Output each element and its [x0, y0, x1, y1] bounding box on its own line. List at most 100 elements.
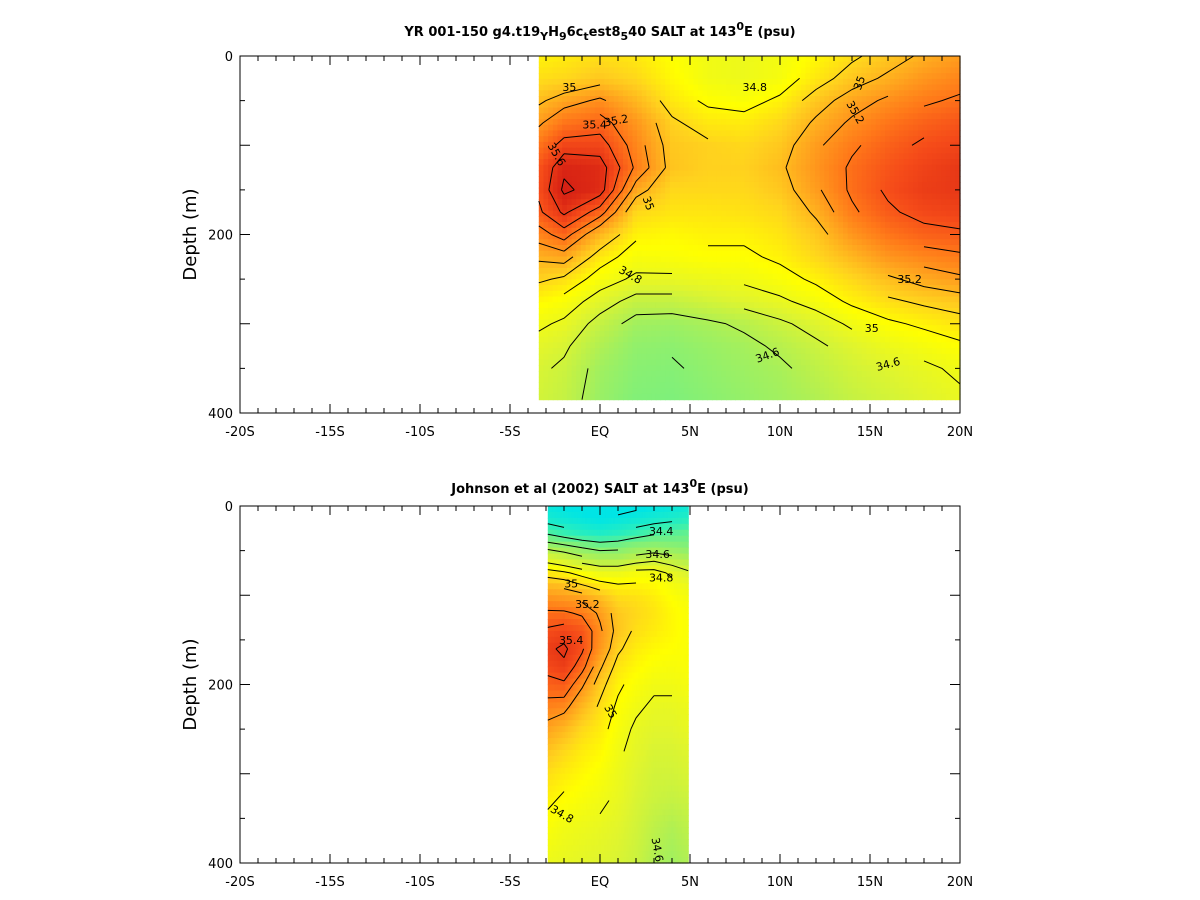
- heatmap-cell: [744, 273, 750, 280]
- heatmap-cell: [580, 239, 587, 246]
- heatmap-cell: [548, 222, 554, 229]
- heatmap-cell: [777, 348, 783, 355]
- heatmap-cell: [651, 176, 657, 183]
- heatmap-cell: [683, 56, 690, 63]
- heatmap-cell: [543, 267, 549, 275]
- heatmap-cell: [571, 233, 577, 240]
- heatmap-cell: [590, 290, 596, 298]
- heatmap-cell: [679, 325, 685, 332]
- heatmap-cell: [557, 348, 563, 355]
- heatmap-cell: [627, 348, 633, 355]
- heatmap-cell: [955, 296, 961, 303]
- heatmap-cell: [665, 267, 671, 275]
- heatmap-cell: [599, 239, 605, 246]
- heatmap-cell: [800, 244, 807, 252]
- heatmap-cell: [721, 319, 727, 326]
- heatmap-cell: [913, 313, 919, 321]
- heatmap-cell: [754, 239, 760, 246]
- heatmap-cell: [543, 67, 549, 74]
- heatmap-cell: [665, 359, 671, 366]
- heatmap-cell: [669, 262, 676, 269]
- heatmap-cell: [768, 187, 774, 195]
- heatmap-cell: [543, 250, 549, 258]
- heatmap-cell: [604, 159, 610, 166]
- heatmap-cell: [627, 141, 633, 149]
- heatmap-cell: [852, 365, 858, 372]
- heatmap-cell: [885, 307, 891, 315]
- heatmap-cell: [852, 199, 858, 206]
- heatmap-cell: [749, 273, 755, 280]
- heatmap-cell: [665, 233, 671, 240]
- heatmap-cell: [548, 279, 554, 286]
- heatmap-cell: [599, 267, 605, 275]
- heatmap-cell: [903, 273, 910, 280]
- heatmap-cell: [903, 285, 910, 292]
- heatmap-cell: [880, 119, 886, 126]
- heatmap-cell: [786, 279, 793, 286]
- heatmap-cell: [604, 90, 610, 97]
- heatmap-cell: [852, 296, 858, 303]
- heatmap-cell: [936, 239, 942, 246]
- heatmap-cell: [824, 130, 830, 137]
- heatmap-cell: [716, 222, 722, 229]
- heatmap-cell: [922, 67, 928, 74]
- heatmap-cell: [548, 107, 554, 114]
- heatmap-cell: [843, 216, 849, 223]
- heatmap-cell: [590, 73, 596, 80]
- heatmap-cell: [543, 159, 549, 166]
- heatmap-cell: [899, 113, 905, 120]
- heatmap-cell: [562, 78, 568, 86]
- heatmap-cell: [880, 113, 886, 120]
- heatmap-cell: [613, 73, 619, 80]
- heatmap-cell: [660, 239, 666, 246]
- heatmap-cell: [885, 176, 891, 183]
- heatmap-cell: [669, 204, 676, 212]
- heatmap-cell: [646, 365, 652, 372]
- heatmap-cell: [688, 348, 694, 355]
- heatmap-cell: [566, 336, 573, 343]
- heatmap-cell: [711, 124, 718, 132]
- heatmap-cell: [805, 222, 811, 229]
- heatmap-cell: [805, 119, 811, 126]
- heatmap-cell: [716, 313, 722, 321]
- heatmap-cell: [814, 296, 821, 303]
- heatmap-cell: [665, 302, 671, 309]
- heatmap-cell: [871, 136, 877, 143]
- heatmap-cell: [814, 365, 821, 372]
- heatmap-cell: [566, 113, 573, 120]
- heatmap-cell: [763, 187, 769, 195]
- heatmap-cell: [548, 285, 554, 292]
- heatmap-cell: [866, 170, 872, 177]
- heatmap-cell: [599, 141, 605, 149]
- heatmap-cell: [941, 296, 947, 303]
- heatmap-cell: [604, 78, 610, 86]
- heatmap-cell: [847, 285, 853, 292]
- heatmap-cell: [843, 222, 849, 229]
- heatmap-cell: [955, 56, 961, 63]
- heatmap-cell: [866, 164, 872, 172]
- heatmap-cell: [917, 130, 924, 137]
- heatmap-cell: [618, 101, 624, 109]
- heatmap-cell: [641, 176, 648, 183]
- heatmap-cell: [889, 187, 896, 195]
- heatmap-cell: [758, 256, 765, 263]
- heatmap-cell: [604, 256, 610, 263]
- heatmap-cell: [599, 296, 605, 303]
- heatmap-cell: [571, 130, 577, 137]
- heatmap-cell: [576, 319, 582, 326]
- heatmap-cell: [594, 313, 601, 321]
- heatmap-cell: [552, 67, 559, 74]
- heatmap-cell: [711, 256, 718, 263]
- heatmap-cell: [927, 193, 933, 200]
- heatmap-cell: [735, 193, 741, 200]
- heatmap-cell: [730, 296, 736, 303]
- heatmap-cell: [768, 130, 774, 137]
- heatmap-cell: [791, 176, 797, 183]
- heatmap-cell: [838, 216, 844, 223]
- heatmap-cell: [847, 256, 853, 263]
- heatmap-cell: [660, 84, 666, 91]
- heatmap-cell: [857, 141, 863, 149]
- heatmap-cell: [697, 222, 704, 229]
- heatmap-cell: [594, 210, 601, 217]
- heatmap-cell: [637, 210, 643, 217]
